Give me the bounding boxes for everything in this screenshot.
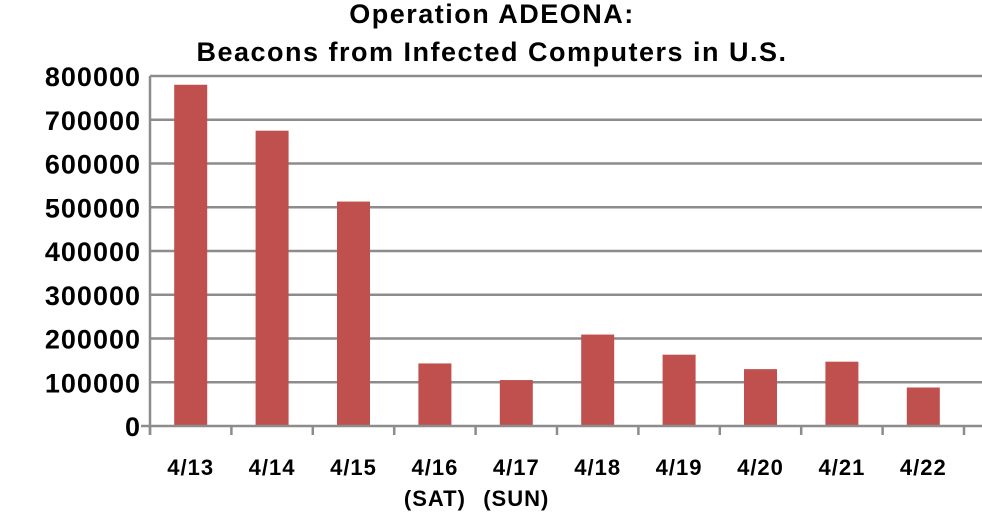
x-tick-labels: 4/13 4/14 4/15 4/16 (SAT) 4/17 (SUN) 4/18 4/19 4/…: [167, 455, 947, 511]
x-tick-label: 4/18: [574, 455, 621, 480]
gridlines: [150, 74, 982, 384]
bar: [174, 84, 208, 426]
x-tick-label: 4/19: [656, 455, 703, 480]
x-tick-label: 4/16: [411, 455, 458, 480]
x-sublabel: (SUN): [483, 486, 549, 511]
x-sublabel: (SAT): [404, 486, 466, 511]
x-tick-label: 4/21: [818, 455, 865, 480]
y-tick-label: 800000: [45, 62, 141, 92]
chart-title: Operation ADEONA:: [349, 0, 635, 29]
x-tick-label: 4/15: [330, 455, 377, 480]
bar: [662, 354, 696, 426]
y-tick-label: 300000: [45, 281, 141, 311]
bar: [337, 201, 370, 426]
bars: [174, 84, 940, 426]
bar: [418, 363, 452, 426]
y-tick-labels: 0 100000 200000 300000 400000 500000 600000 700…: [45, 62, 141, 442]
y-tick-label: 0: [125, 412, 141, 442]
y-tick-label: 700000: [45, 106, 141, 136]
bar: [255, 130, 289, 426]
bar: [499, 380, 533, 426]
y-tick-label: 100000: [45, 368, 141, 398]
axes: [141, 76, 982, 435]
x-tick-label: 4/22: [900, 455, 947, 480]
bar: [744, 369, 777, 426]
bar: [825, 361, 859, 426]
x-tick-label: 4/20: [737, 455, 784, 480]
bar: [906, 387, 940, 426]
y-tick-label: 500000: [45, 193, 141, 223]
y-tick-label: 400000: [45, 237, 141, 267]
x-tick-label: 4/13: [167, 455, 214, 480]
x-tick-label: 4/17: [493, 455, 540, 480]
y-tick-label: 600000: [45, 150, 141, 180]
x-tick-label: 4/14: [249, 455, 296, 480]
chart-subtitle: Beacons from Infected Computers in U.S.: [196, 37, 787, 67]
y-tick-label: 200000: [45, 325, 141, 355]
bar: [581, 334, 615, 426]
